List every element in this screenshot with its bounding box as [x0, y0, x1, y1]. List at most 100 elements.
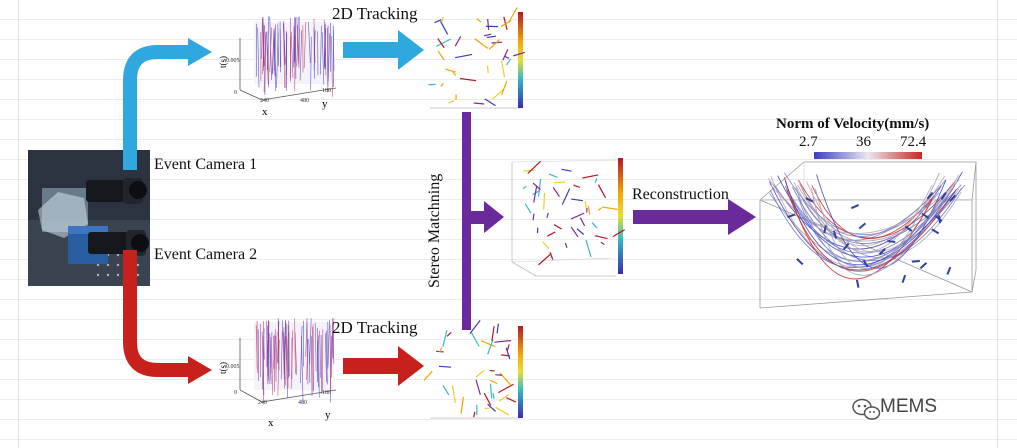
track-segment: [564, 242, 568, 249]
event-stroke: [325, 333, 327, 383]
track-segment: [537, 178, 542, 197]
track-segment: [601, 206, 618, 210]
track-segment: [542, 241, 550, 250]
track-segment: [594, 178, 598, 184]
track-segment: [502, 49, 509, 61]
event-stroke: [277, 23, 280, 67]
track-segment: [439, 347, 443, 353]
bottom-x-label: x: [268, 417, 274, 429]
track-segment: [552, 187, 560, 197]
purple-stereo-bar: [462, 112, 471, 330]
track-segment: [452, 71, 457, 76]
event-stroke: [308, 339, 311, 383]
track-segment: [587, 205, 591, 215]
velocity-arrow: [796, 258, 804, 266]
track-segment: [612, 229, 625, 238]
velocity-colorbar: [814, 152, 922, 159]
track-segment: [437, 38, 445, 49]
purple-arrow-recon-shaft: [633, 210, 731, 224]
velocity-arrow: [919, 262, 928, 269]
event-stroke: [303, 21, 307, 69]
event-stroke: [296, 17, 299, 67]
event-stroke: [320, 25, 322, 75]
track-segment: [579, 217, 586, 227]
velocity-arrow: [878, 248, 886, 256]
velocity-arrow: [862, 259, 869, 268]
track-segment: [448, 100, 455, 104]
tracking-label-bottom: 2D Tracking: [332, 318, 418, 337]
track-segment: [582, 174, 599, 179]
bottom-x-tick2: 480: [298, 400, 307, 406]
event-stroke: [314, 322, 317, 372]
velocity-arrow: [850, 204, 860, 210]
velocity-arrow: [823, 225, 827, 234]
track-segment: [459, 77, 477, 82]
track-segment: [495, 374, 503, 376]
colorbar-stereo: [618, 158, 623, 274]
event-stroke: [327, 33, 331, 82]
top-t-tick: 0.005: [226, 58, 240, 64]
event-stroke: [285, 33, 288, 76]
track-segment: [496, 323, 499, 334]
track-segment: [533, 185, 538, 203]
event-stroke: [323, 23, 326, 67]
velocity-arrow: [858, 222, 867, 230]
track-segment: [492, 88, 504, 100]
event-stroke: [262, 22, 264, 72]
track-segment: [532, 182, 541, 191]
track-segment: [506, 344, 510, 352]
top-x-label: x: [262, 106, 268, 118]
track-segment: [532, 213, 535, 221]
velocity-max: 72.4: [900, 134, 927, 150]
track-segment: [445, 68, 456, 73]
velocity-arrow: [805, 197, 814, 203]
track-segment: [498, 383, 514, 394]
track-segment: [441, 16, 444, 22]
velocity-arrow: [787, 213, 796, 219]
tracking-panel-bottom: [423, 320, 523, 419]
velocity-streamline: [786, 188, 957, 272]
event-stroke: [270, 332, 273, 374]
track-segment: [446, 331, 452, 337]
event-stroke: [306, 338, 309, 380]
track-segment: [524, 203, 532, 214]
red-arrow-camera2-to-plot: [123, 250, 190, 377]
track-segment: [423, 370, 433, 381]
velocity-streamline: [795, 187, 945, 268]
track-segment: [500, 20, 512, 27]
camera1-label: Event Camera 1: [154, 156, 258, 173]
camera2-label: Event Camera 2: [154, 246, 258, 263]
track-segment: [469, 320, 481, 334]
tracking-label-top: 2D Tracking: [332, 4, 418, 23]
velocity-arrow: [938, 215, 941, 224]
track-segment: [471, 332, 480, 347]
track-segment: [487, 339, 494, 355]
event-stroke: [283, 327, 286, 386]
track-segment: [434, 19, 442, 24]
velocity-arrow: [832, 230, 838, 239]
event-stroke: [299, 30, 303, 81]
event-stroke: [294, 318, 296, 374]
velocity-arrow: [842, 242, 850, 251]
track-segment: [475, 379, 481, 396]
velocity-arrow: [946, 266, 952, 275]
velocity-streamline: [769, 179, 960, 234]
track-segment: [546, 212, 549, 218]
velocity-arrow: [887, 240, 896, 244]
event-stroke: [280, 320, 283, 380]
red-arrow-tracking-shaft: [343, 358, 401, 374]
event-stroke: [266, 31, 269, 85]
velocity-arrow: [901, 274, 907, 284]
track-segment: [484, 98, 496, 107]
track-segment: [489, 379, 498, 385]
event-stroke: [290, 330, 294, 389]
track-segment: [585, 239, 592, 258]
track-segment: [473, 411, 476, 418]
track-segment: [513, 51, 526, 57]
event-stroke: [269, 337, 272, 385]
stereo-3d-panel: [511, 158, 625, 277]
top-y-label: y: [322, 98, 328, 110]
track-segment: [584, 200, 587, 210]
track-segment: [492, 392, 495, 399]
track-segment: [554, 181, 566, 184]
